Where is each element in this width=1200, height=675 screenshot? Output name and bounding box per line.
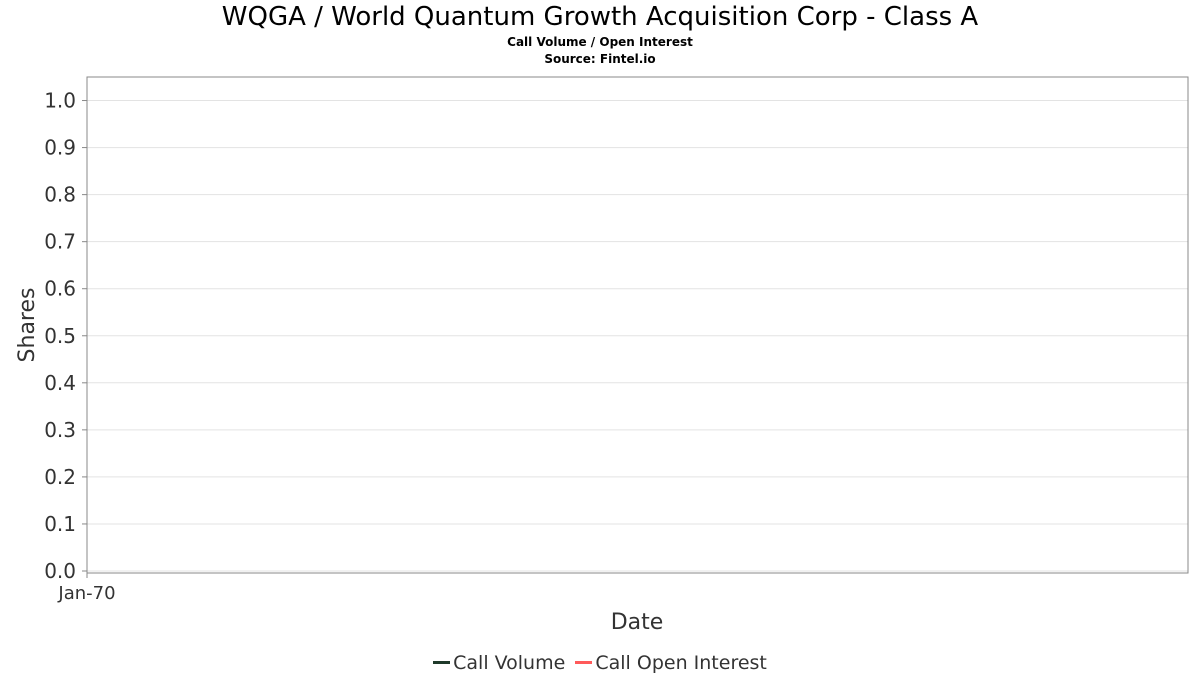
y-tick-label: 1.0 — [44, 89, 76, 113]
chart-title: WQGA / World Quantum Growth Acquisition … — [221, 2, 979, 32]
y-axis: 0.0 0.1 0.2 0.3 0.4 0.5 0.6 0.7 0.8 0.9 1.0 — [44, 89, 87, 583]
y-tick-label: 0.2 — [44, 465, 76, 489]
chart-subtitle: Call Volume / Open Interest — [507, 35, 693, 49]
y-tick-label: 0.5 — [44, 324, 76, 348]
grid-lines — [87, 100, 1188, 572]
legend-item-call-open-interest[interactable]: Call Open Interest — [575, 652, 767, 674]
legend: Call Volume Call Open Interest — [0, 647, 1200, 674]
x-axis-label: Date — [611, 610, 664, 635]
chart-source: Source: Fintel.io — [544, 52, 656, 66]
y-tick-label: 0.1 — [44, 512, 76, 536]
y-tick-label: 0.7 — [44, 230, 76, 254]
legend-swatch-call-volume — [433, 661, 451, 664]
y-tick-label: 0.0 — [44, 559, 76, 583]
legend-item-call-volume[interactable]: Call Volume — [433, 652, 565, 674]
y-tick-label: 0.6 — [44, 277, 76, 301]
y-tick-label: 0.3 — [44, 418, 76, 442]
legend-label: Call Volume — [453, 651, 566, 674]
legend-swatch-call-open-interest — [575, 661, 593, 664]
y-tick-label: 0.4 — [44, 371, 76, 395]
x-tick-label: Jan-70 — [57, 583, 115, 604]
y-tick-label: 0.9 — [44, 136, 76, 160]
plot-frame — [86, 76, 1189, 574]
y-axis-label: Shares — [15, 288, 40, 363]
legend-label: Call Open Interest — [595, 651, 767, 674]
y-tick-label: 0.8 — [44, 183, 76, 207]
x-axis: Jan-70 — [57, 573, 116, 604]
